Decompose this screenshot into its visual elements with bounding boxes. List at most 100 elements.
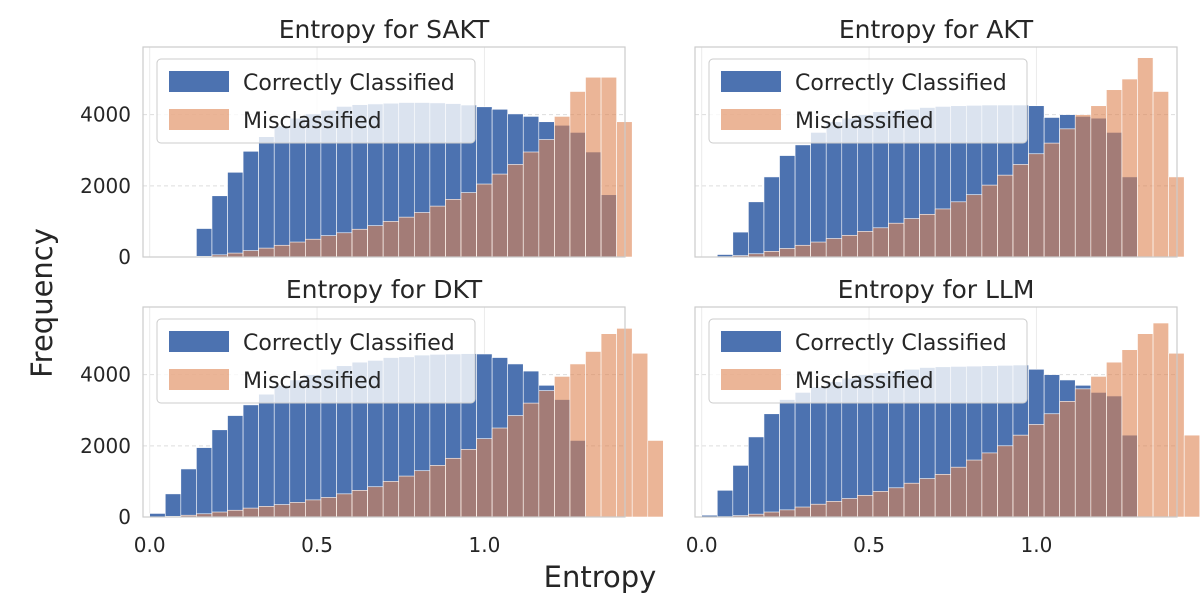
bar-misclassified bbox=[242, 250, 259, 258]
bar-misclassified bbox=[320, 497, 337, 518]
bar-misclassified bbox=[413, 470, 431, 518]
bar-misclassified bbox=[981, 184, 998, 258]
bar-misclassified bbox=[1043, 413, 1060, 518]
legend-label: Misclassified bbox=[795, 369, 934, 394]
bar-correct bbox=[242, 150, 259, 258]
x-tick-label: 0.0 bbox=[134, 533, 166, 557]
bar-misclassified bbox=[794, 244, 811, 258]
bar-misclassified bbox=[538, 139, 555, 258]
axes-frame bbox=[142, 306, 626, 518]
bar-misclassified bbox=[1090, 376, 1107, 518]
legend-swatch-misclassified bbox=[721, 109, 781, 130]
bar-misclassified bbox=[934, 473, 952, 518]
bar-misclassified bbox=[1074, 114, 1092, 258]
y-tick-label: 0 bbox=[118, 505, 131, 529]
bar-misclassified bbox=[903, 218, 920, 258]
bar-misclassified bbox=[336, 493, 353, 518]
bar-misclassified bbox=[258, 506, 275, 518]
axes-frame bbox=[142, 46, 626, 258]
bar-misclassified bbox=[522, 402, 540, 518]
legend-box bbox=[708, 318, 1028, 404]
bar-misclassified bbox=[289, 502, 306, 518]
bar-correct bbox=[779, 155, 796, 258]
bar-misclassified bbox=[445, 457, 462, 518]
bar-misclassified bbox=[258, 247, 275, 258]
bar-misclassified bbox=[273, 244, 291, 258]
legend-sakt: Correctly Classified Misclassified bbox=[156, 58, 476, 144]
bar-misclassified bbox=[1043, 142, 1060, 258]
bar-misclassified bbox=[289, 241, 306, 258]
bar-misclassified bbox=[1106, 361, 1123, 518]
legend-label: Correctly Classified bbox=[243, 71, 455, 96]
bar-correct bbox=[748, 436, 765, 518]
bar-misclassified bbox=[382, 481, 400, 518]
bar-correct bbox=[273, 125, 291, 258]
legend-label: Misclassified bbox=[243, 369, 382, 394]
panel-akt: Entropy for AKT Correctly Classified Miscl… bbox=[694, 15, 1185, 258]
bar-correct bbox=[779, 399, 796, 518]
bar-correct bbox=[196, 228, 213, 258]
bar-correct bbox=[794, 144, 811, 258]
legend-box bbox=[156, 318, 476, 404]
bar-misclassified bbox=[585, 351, 602, 518]
x-tick-label: 0.5 bbox=[853, 533, 885, 557]
legend-swatch-misclassified bbox=[721, 369, 781, 390]
bar-misclassified bbox=[997, 445, 1014, 518]
bar-misclassified bbox=[1012, 434, 1029, 518]
bar-misclassified bbox=[1106, 89, 1123, 258]
bar-misclassified bbox=[872, 491, 889, 518]
bar-misclassified bbox=[647, 440, 664, 518]
legend-swatch-correct bbox=[721, 331, 781, 352]
bar-misclassified bbox=[305, 238, 322, 258]
bar-misclassified bbox=[522, 151, 540, 258]
bar-misclassified bbox=[857, 231, 874, 258]
bar-misclassified bbox=[763, 511, 780, 518]
bar-misclassified bbox=[763, 251, 780, 258]
legend-label: Correctly Classified bbox=[795, 71, 1007, 96]
bar-misclassified bbox=[507, 415, 524, 518]
bar-correct bbox=[164, 493, 182, 518]
bar-misclassified bbox=[1074, 388, 1092, 518]
bar-correct bbox=[716, 490, 734, 518]
x-tick-label: 1.0 bbox=[469, 533, 501, 557]
panel-title-dkt: Entropy for DKT bbox=[286, 275, 483, 304]
bar-correct bbox=[180, 468, 197, 518]
bar-misclassified bbox=[779, 509, 796, 518]
axes-frame bbox=[694, 46, 1178, 258]
bar-misclassified bbox=[919, 478, 936, 518]
legend-label: Correctly Classified bbox=[243, 331, 455, 356]
bar-misclassified bbox=[1028, 424, 1045, 518]
bar-misclassified bbox=[1183, 434, 1200, 518]
bar-misclassified bbox=[841, 498, 858, 518]
axes-frame bbox=[694, 306, 1178, 518]
x-tick-label: 1.0 bbox=[1021, 533, 1053, 557]
bar-correct bbox=[273, 385, 291, 518]
bar-misclassified bbox=[460, 449, 477, 518]
bar-misclassified bbox=[367, 225, 384, 258]
bar-misclassified bbox=[810, 241, 827, 258]
legend-label: Misclassified bbox=[243, 109, 382, 134]
bar-misclassified bbox=[965, 194, 983, 258]
bar-misclassified bbox=[554, 116, 571, 258]
bar-correct bbox=[227, 171, 244, 258]
bar-misclassified bbox=[825, 501, 843, 518]
bar-misclassified bbox=[242, 507, 259, 518]
y-tick-label: 2000 bbox=[80, 174, 131, 198]
bar-misclassified bbox=[273, 504, 291, 518]
bar-misclassified bbox=[413, 212, 431, 258]
legend-swatch-misclassified bbox=[169, 109, 229, 130]
bar-misclassified bbox=[460, 192, 477, 258]
bar-misclassified bbox=[919, 213, 936, 258]
bar-misclassified bbox=[351, 490, 368, 518]
bar-misclassified bbox=[825, 238, 843, 258]
bar-misclassified bbox=[1137, 57, 1154, 258]
bar-misclassified bbox=[1152, 91, 1169, 258]
bar-correct bbox=[763, 176, 780, 258]
legend-label: Misclassified bbox=[795, 109, 934, 134]
bar-misclassified bbox=[950, 466, 967, 518]
x-tick-label: 0.0 bbox=[686, 533, 718, 557]
bar-correct bbox=[211, 195, 228, 258]
bar-misclassified bbox=[367, 486, 384, 518]
bar-misclassified bbox=[1059, 128, 1076, 258]
